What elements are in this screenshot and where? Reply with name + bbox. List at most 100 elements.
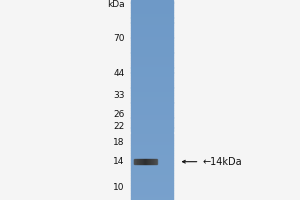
Bar — [130, 110, 172, 112]
Bar — [130, 10, 172, 12]
Bar — [130, 85, 172, 88]
Bar — [130, 140, 172, 143]
Bar — [130, 40, 172, 43]
Bar — [130, 120, 172, 122]
Bar — [130, 68, 172, 70]
Text: 26: 26 — [113, 110, 124, 119]
Bar — [130, 195, 172, 198]
Bar — [130, 12, 172, 15]
Bar — [130, 130, 172, 132]
Bar — [130, 75, 172, 77]
Bar — [130, 102, 172, 105]
Bar — [130, 128, 172, 130]
Bar — [130, 112, 172, 115]
Bar — [138, 159, 139, 164]
Bar — [130, 5, 172, 7]
Bar — [130, 8, 172, 10]
Bar — [130, 162, 172, 165]
Bar — [145, 159, 146, 164]
Text: 22: 22 — [113, 122, 124, 131]
Bar — [130, 60, 172, 62]
Bar — [130, 33, 172, 35]
Bar — [136, 159, 137, 164]
Text: 33: 33 — [113, 91, 124, 100]
Bar — [130, 183, 172, 185]
Bar — [130, 83, 172, 85]
Bar — [130, 58, 172, 60]
Bar — [130, 38, 172, 40]
Bar — [130, 98, 172, 100]
Text: 44: 44 — [113, 69, 124, 78]
Bar — [144, 159, 145, 164]
Text: 18: 18 — [113, 138, 124, 147]
Bar — [130, 0, 172, 2]
Text: kDa: kDa — [107, 0, 124, 9]
Text: 14: 14 — [113, 157, 124, 166]
Bar — [130, 95, 172, 98]
Bar — [130, 155, 172, 158]
Bar — [130, 80, 172, 82]
Bar — [130, 165, 172, 168]
Bar — [130, 172, 172, 175]
Bar — [130, 93, 172, 95]
Bar — [130, 198, 172, 200]
Text: ←14kDa: ←14kDa — [202, 157, 242, 167]
Bar — [130, 192, 172, 195]
Bar — [130, 138, 172, 140]
Bar — [155, 159, 156, 164]
Bar — [130, 125, 172, 128]
Bar — [151, 159, 152, 164]
Bar — [130, 30, 172, 32]
Bar — [130, 142, 172, 145]
Bar — [130, 43, 172, 45]
Bar — [130, 28, 172, 30]
Bar — [130, 50, 172, 52]
Bar — [130, 178, 172, 180]
Bar — [130, 150, 172, 152]
Bar — [143, 159, 144, 164]
Bar — [146, 159, 147, 164]
Bar — [139, 159, 140, 164]
Bar — [130, 90, 172, 93]
Bar — [130, 158, 172, 160]
Bar — [130, 122, 172, 125]
Bar — [149, 159, 150, 164]
Bar — [130, 20, 172, 22]
Bar — [153, 159, 154, 164]
Bar — [130, 135, 172, 138]
Bar — [147, 159, 148, 164]
Bar — [135, 159, 136, 164]
Bar — [130, 115, 172, 117]
Bar — [130, 72, 172, 75]
Bar — [130, 70, 172, 72]
Bar — [130, 180, 172, 183]
Bar — [130, 132, 172, 135]
Bar — [130, 2, 172, 5]
Bar — [130, 35, 172, 38]
Bar — [130, 170, 172, 172]
Bar — [130, 185, 172, 188]
Bar — [141, 159, 142, 164]
Bar — [130, 117, 172, 120]
Bar — [130, 25, 172, 27]
Bar — [156, 159, 157, 164]
Bar — [137, 159, 138, 164]
Bar — [134, 159, 135, 164]
Bar — [130, 15, 172, 18]
Bar — [130, 148, 172, 150]
Bar — [130, 48, 172, 50]
Bar — [130, 190, 172, 192]
Bar — [130, 105, 172, 108]
Bar — [130, 175, 172, 178]
Bar — [154, 159, 155, 164]
Bar — [150, 159, 151, 164]
Text: 10: 10 — [113, 183, 124, 192]
Bar — [142, 159, 143, 164]
Bar — [130, 18, 172, 20]
Bar — [130, 22, 172, 25]
Bar — [140, 159, 141, 164]
Bar — [130, 188, 172, 190]
Text: 70: 70 — [113, 34, 124, 43]
Bar — [130, 45, 172, 47]
Bar — [130, 167, 172, 170]
